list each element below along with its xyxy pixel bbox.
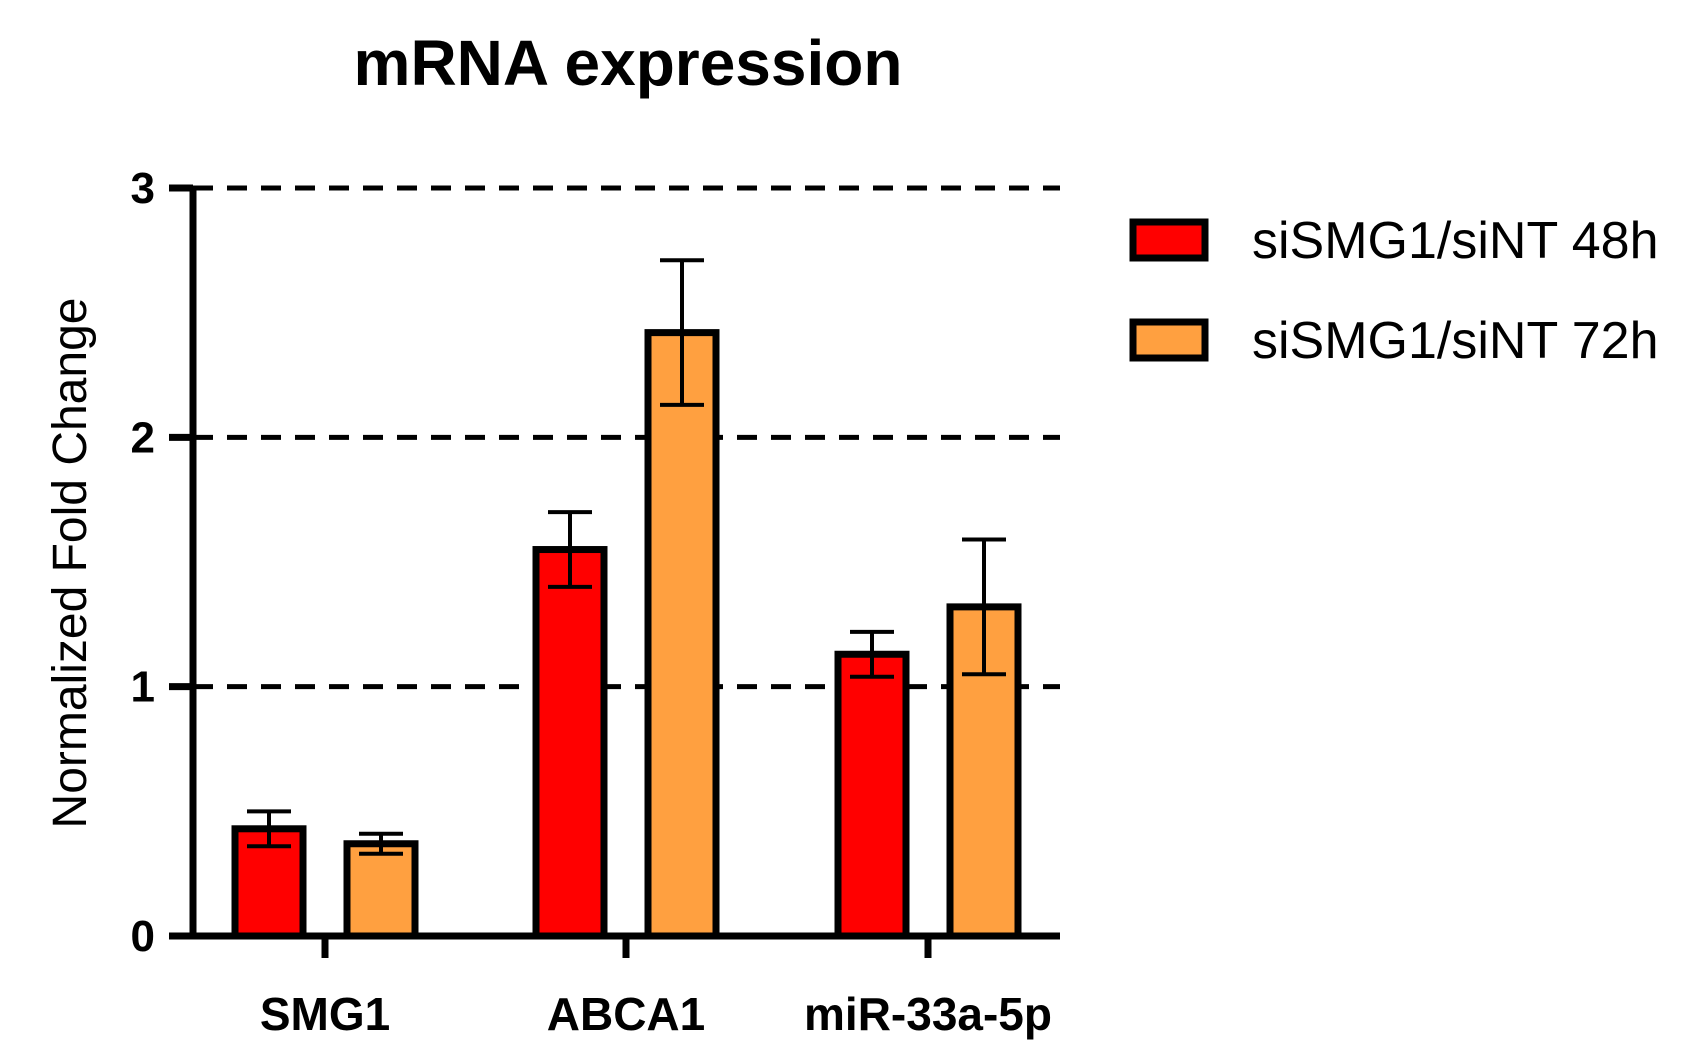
error-bars [247, 258, 1006, 856]
legend-item-series-1[interactable]: siSMG1/siNT 48h [1129, 212, 1659, 270]
x-tick-label-mir-33a-5p: miR-33a-5p [804, 988, 1052, 1040]
y-tick-label-2: 2 [131, 413, 155, 462]
legend-label: siSMG1/siNT 72h [1252, 312, 1659, 370]
y-tick-label-0: 0 [131, 912, 155, 961]
gridlines [193, 185, 1060, 690]
legend-swatch [1129, 218, 1209, 262]
y-tick-label-3: 3 [131, 164, 155, 213]
bar-mir-33a-5p-series-1 [834, 650, 910, 940]
chart-title: mRNA expression [354, 27, 903, 99]
legend-swatch [1129, 318, 1209, 362]
bar-abca1-series-1 [532, 546, 608, 940]
legend-label: siSMG1/siNT 48h [1252, 212, 1659, 270]
bar-smg1-series-2 [343, 840, 419, 940]
legend-item-series-2[interactable]: siSMG1/siNT 72h [1129, 312, 1659, 370]
y-tick-label-1: 1 [131, 663, 155, 712]
x-tick-label-abca1: ABCA1 [547, 988, 705, 1040]
bars [231, 329, 1022, 940]
tick-labels: 0 1 2 3 SMG1 ABCA1 miR-33a-5p [131, 164, 1052, 1040]
axes [169, 184, 1060, 958]
bar-abca1-series-2 [644, 329, 720, 940]
y-axis-label: Normalized Fold Change [44, 298, 97, 829]
legend[interactable]: siSMG1/siNT 48h siSMG1/siNT 72h [1129, 212, 1659, 370]
x-tick-label-smg1: SMG1 [260, 988, 390, 1040]
